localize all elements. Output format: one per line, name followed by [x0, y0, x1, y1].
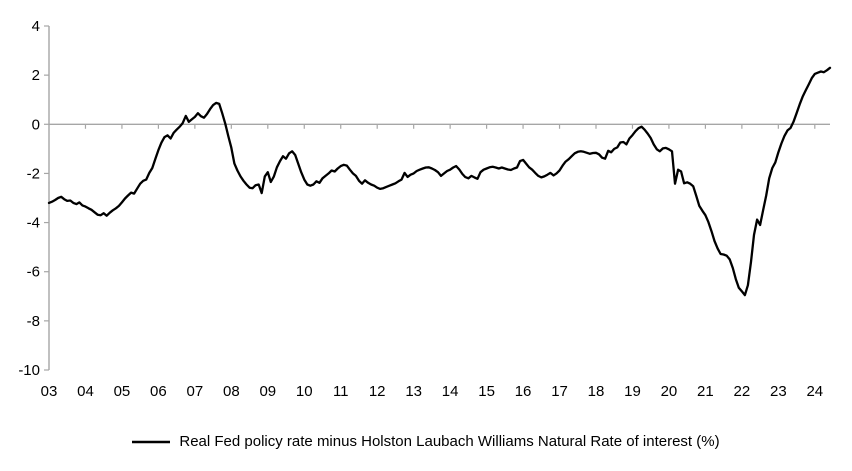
- x-tick-label: 21: [697, 383, 714, 400]
- x-tick-label: 06: [150, 383, 167, 400]
- y-tick-label: -8: [27, 313, 40, 330]
- x-tick-label: 03: [41, 383, 58, 400]
- y-tick-label: 4: [32, 18, 40, 35]
- y-tick-label: 0: [32, 116, 40, 133]
- x-tick-label: 09: [259, 383, 276, 400]
- legend: Real Fed policy rate minus Holston Lauba…: [0, 433, 852, 450]
- legend-label: Real Fed policy rate minus Holston Lauba…: [179, 433, 720, 450]
- x-tick-label: 04: [77, 383, 94, 400]
- x-tick-label: 07: [187, 383, 204, 400]
- x-tick-label: 24: [806, 383, 823, 400]
- x-tick-label: 13: [405, 383, 422, 400]
- x-tick-label: 16: [515, 383, 532, 400]
- legend-line-swatch: [132, 440, 171, 443]
- x-tick-label: 14: [442, 383, 459, 400]
- x-tick-label: 17: [551, 383, 568, 400]
- x-tick-label: 08: [223, 383, 240, 400]
- x-tick-label: 05: [114, 383, 131, 400]
- x-tick-label: 15: [478, 383, 495, 400]
- series-line: [47, 66, 832, 297]
- x-tick-label: 22: [734, 383, 751, 400]
- y-tick-label: 2: [32, 67, 40, 84]
- x-tick-label: 11: [333, 383, 349, 400]
- y-tick-label: -6: [27, 264, 40, 281]
- y-tick-label: -2: [27, 165, 40, 182]
- y-tick-label: -10: [18, 362, 40, 379]
- x-tick-label: 19: [624, 383, 641, 400]
- y-tick-label: -4: [27, 215, 40, 232]
- x-tick-label: 20: [661, 383, 678, 400]
- x-tick-label: 12: [369, 383, 386, 400]
- x-tick-label: 18: [588, 383, 605, 400]
- x-tick-label: 23: [770, 383, 787, 400]
- x-tick-label: 10: [296, 383, 313, 400]
